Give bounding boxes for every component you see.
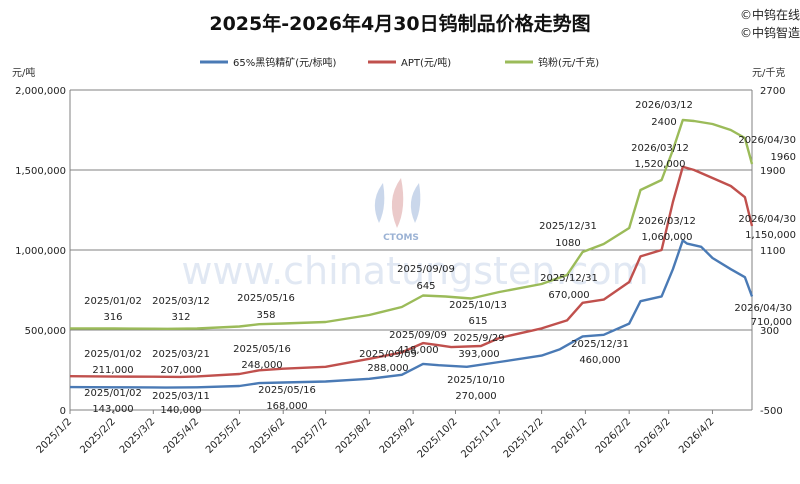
right-tick-label: -500 <box>760 406 783 417</box>
x-tick-label: 2025/5/2 <box>204 416 244 456</box>
x-tick-label: 2025/2/2 <box>78 416 118 456</box>
data-label-value: 1,520,000 <box>635 159 686 170</box>
data-label-value: 615 <box>468 316 487 327</box>
data-label-date: 2026/03/12 <box>638 216 696 227</box>
data-label-date: 2025/03/11 <box>152 391 210 402</box>
data-label-date: 2025/03/12 <box>152 296 210 307</box>
x-tick-label: 2025/8/2 <box>334 416 374 456</box>
data-label-date: 2025/9/29 <box>453 333 504 344</box>
brand-line-1: ©中钨在线 <box>740 7 800 22</box>
data-label-date: 2026/04/30 <box>738 214 796 225</box>
data-label-date: 2026/04/30 <box>734 303 792 314</box>
series-line <box>69 165 754 379</box>
right-tick-label: 1100 <box>760 246 785 257</box>
x-tick-label: 2025/9/2 <box>378 416 418 456</box>
data-label-value: 670,000 <box>548 290 589 301</box>
right-tick-label: 300 <box>760 326 779 337</box>
left-tick-label: 500,000 <box>25 326 66 337</box>
watermark-logo-text: CTOMS <box>383 233 419 243</box>
legend: 65%黑钨精矿(元/标吨) APT(元/吨) 钨粉(元/千克) <box>200 56 599 69</box>
data-label-date: 2025/12/31 <box>540 273 598 284</box>
x-tick-label: 2025/1/2 <box>35 416 75 456</box>
data-label-date: 2025/09/09 <box>359 349 417 360</box>
watermark-logo-icon: CTOMS <box>374 178 421 243</box>
data-label-date: 2025/03/21 <box>152 349 210 360</box>
grid <box>70 89 752 411</box>
data-label-value: 460,000 <box>579 355 620 366</box>
data-label-date: 2026/03/12 <box>635 100 693 111</box>
data-label-date: 2025/01/02 <box>84 388 142 399</box>
left-tick-label: 1,500,000 <box>15 166 66 177</box>
series-line <box>69 239 754 389</box>
chart-title: 2025年-2026年4月30日钨制品价格走势图 <box>209 12 590 35</box>
data-label-date: 2025/10/13 <box>449 300 507 311</box>
data-label-value: 316 <box>103 312 122 323</box>
x-tick-label: 2026/3/2 <box>633 416 673 456</box>
data-label-value: 645 <box>416 281 435 292</box>
right-tick-label: 1900 <box>760 166 785 177</box>
data-label-value: 393,000 <box>458 349 499 360</box>
x-tick-label: 2025/4/2 <box>162 416 202 456</box>
right-tick-label: 2700 <box>760 86 785 97</box>
data-label-value: 358 <box>256 310 275 321</box>
data-label-value: 418,000 <box>397 345 438 356</box>
data-label-value: 1960 <box>771 152 796 163</box>
data-label-date: 2025/05/16 <box>233 344 291 355</box>
data-label-value: 1080 <box>555 238 580 249</box>
x-tick-label: 2025/3/2 <box>118 416 158 456</box>
data-label-value: 1,150,000 <box>745 230 796 241</box>
data-label-value: 1,060,000 <box>642 232 693 243</box>
left-tick-label: 0 <box>60 406 66 417</box>
data-label-value: 211,000 <box>92 365 133 376</box>
data-label-date: 2025/01/02 <box>84 296 142 307</box>
series-line <box>69 118 754 330</box>
data-label-value: 168,000 <box>266 401 307 412</box>
data-label-value: 207,000 <box>160 365 201 376</box>
data-label-value: 140,000 <box>160 405 201 416</box>
data-label-value: 248,000 <box>241 360 282 371</box>
data-label-value: 312 <box>171 312 190 323</box>
data-label-date: 2026/03/12 <box>631 143 689 154</box>
data-label-date: 2025/12/31 <box>539 221 597 232</box>
data-label-date: 2025/09/09 <box>389 330 447 341</box>
x-tick-label: 2025/7/2 <box>290 416 330 456</box>
x-tick-label: 2025/10/2 <box>416 416 460 460</box>
x-tick-label: 2026/4/2 <box>677 416 717 456</box>
legend-label: APT(元/吨) <box>401 56 451 69</box>
data-label-date: 2025/12/31 <box>571 339 629 350</box>
data-label-value: 710,000 <box>751 317 792 328</box>
data-label-value: 288,000 <box>367 363 408 374</box>
left-axis-unit: 元/吨 <box>12 66 35 79</box>
data-label-date: 2026/04/30 <box>738 135 796 146</box>
x-tick-label: 2026/1/2 <box>550 416 590 456</box>
left-tick-label: 2,000,000 <box>15 86 66 97</box>
data-label-date: 2025/09/09 <box>397 264 455 275</box>
right-axis-unit: 元/千克 <box>752 67 785 79</box>
x-tick-label: 2025/11/2 <box>459 416 503 460</box>
series-lines <box>69 118 754 389</box>
data-label-value: 143,000 <box>92 404 133 415</box>
legend-label: 65%黑钨精矿(元/标吨) <box>233 56 336 69</box>
data-label-date: 2025/05/16 <box>258 385 316 396</box>
x-tick-label: 2025/12/2 <box>502 416 546 460</box>
data-labels: 2025/01/02 143,000 2025/03/11 140,000 2025/0… <box>84 100 796 416</box>
legend-label: 钨粉(元/千克) <box>538 56 599 69</box>
data-label-value: 270,000 <box>455 391 496 402</box>
data-label-date: 2025/01/02 <box>84 349 142 360</box>
brand-line-2: ©中钨智造 <box>740 25 800 40</box>
left-tick-label: 1,000,000 <box>15 246 66 257</box>
x-tick-label: 2026/2/2 <box>594 416 634 456</box>
x-tick-label: 2025/6/2 <box>248 416 288 456</box>
data-label-date: 2025/05/16 <box>237 293 295 304</box>
data-label-date: 2025/10/10 <box>447 375 505 386</box>
data-label-value: 2400 <box>651 117 676 128</box>
